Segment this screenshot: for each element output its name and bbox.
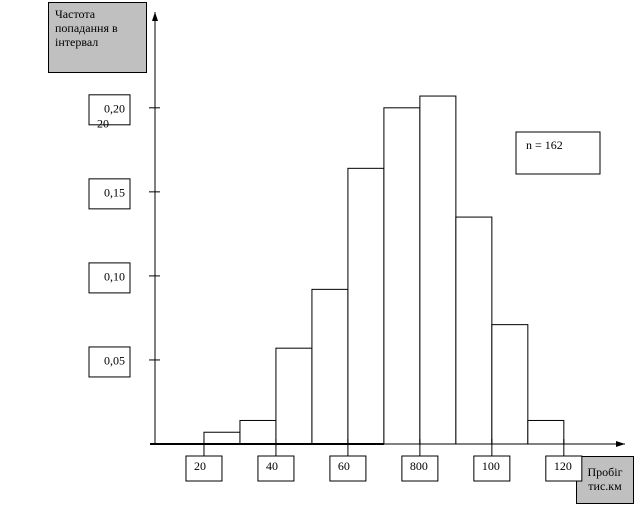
bar bbox=[527, 419, 565, 445]
y-tick-box bbox=[88, 346, 131, 378]
x-tick-label: 100 bbox=[482, 459, 500, 473]
bar bbox=[275, 347, 313, 445]
x-tick-label: 120 bbox=[554, 459, 572, 473]
y-tick-label: 0,20 bbox=[104, 102, 125, 116]
x-tick-box bbox=[329, 455, 367, 482]
y-tick-label: 0,10 bbox=[104, 270, 125, 284]
x-tick-box bbox=[401, 455, 439, 482]
x-tick-box bbox=[545, 455, 583, 482]
y-axis-arrow bbox=[152, 12, 158, 21]
bar bbox=[239, 419, 277, 445]
x-tick-label: 40 bbox=[266, 459, 278, 473]
x-tick-box bbox=[257, 455, 295, 482]
bar bbox=[203, 431, 241, 445]
annotation: n = 162 bbox=[526, 138, 563, 152]
x-tick-box bbox=[473, 455, 511, 482]
y-tick-label: 0,15 bbox=[104, 186, 125, 200]
annotation-box bbox=[515, 131, 601, 175]
bar bbox=[419, 95, 457, 445]
y-tick-label: 0,05 bbox=[104, 354, 125, 368]
bar bbox=[383, 107, 421, 445]
bar bbox=[455, 216, 493, 445]
annotation: 20 bbox=[97, 117, 109, 131]
y-tick-box bbox=[88, 94, 131, 126]
bar bbox=[311, 288, 349, 445]
x-tick-box bbox=[185, 455, 223, 482]
x-axis-arrow bbox=[616, 441, 625, 447]
x-tick-label: 60 bbox=[338, 459, 350, 473]
x-tick-label: 800 bbox=[410, 459, 428, 473]
bar bbox=[347, 167, 385, 445]
x-tick-label: 20 bbox=[194, 459, 206, 473]
y-tick-box bbox=[88, 262, 131, 294]
y-axis-label: Частота попадання в інтервал bbox=[48, 2, 147, 73]
bar bbox=[491, 324, 529, 445]
y-tick-box bbox=[88, 178, 131, 210]
